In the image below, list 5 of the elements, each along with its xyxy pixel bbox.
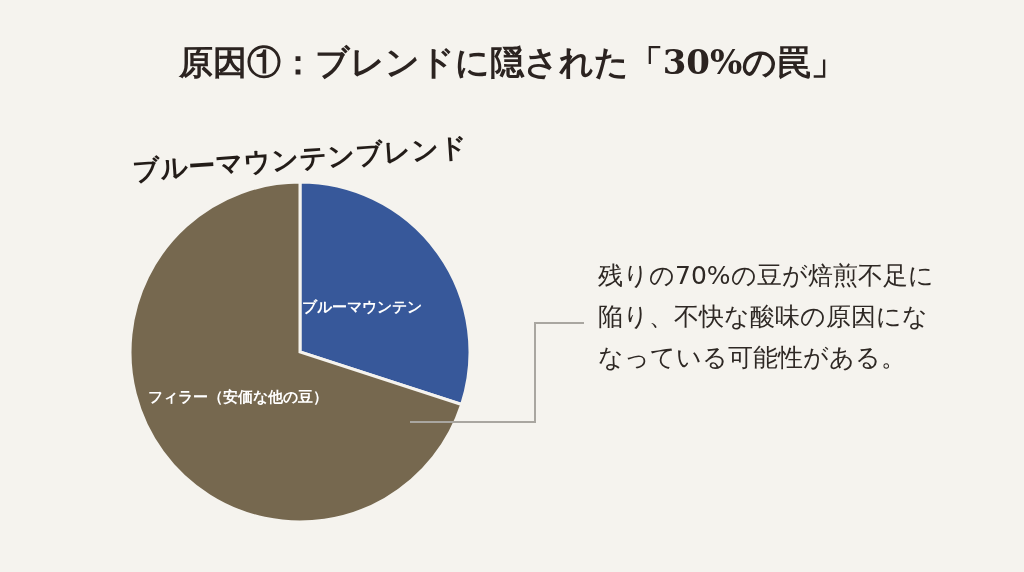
slice-label: フィラー（安価な他の豆） (148, 387, 329, 406)
chart-subtitle: ブルーマウンテンブレンド (131, 131, 469, 186)
slice-label: ブルーマウンテン (301, 298, 422, 317)
text: 残りの70%の豆が焙煎不足に陥り、不快な酸味の原因にななっている可能性がある。 (598, 261, 934, 372)
chart-title: 原因①：ブレンドに隠された「30%の罠」 (177, 42, 846, 82)
